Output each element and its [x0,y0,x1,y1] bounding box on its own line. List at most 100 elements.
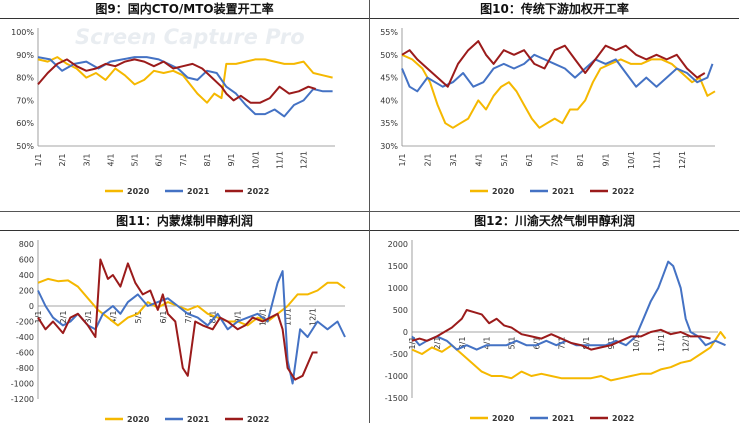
x-tick-label: 3/1 [82,154,91,167]
x-tick-label: 7/1 [184,311,193,324]
legend-label: 2022 [612,414,634,423]
y-tick-label: 90% [16,51,34,60]
y-tick-label: 30% [380,142,398,151]
x-tick-label: 2/1 [423,154,432,167]
y-tick-label: 40% [380,96,398,105]
y-tick-label: 500 [393,306,408,315]
x-tick-label: 2/1 [433,337,442,350]
chart-panel-4: 图12：川渝天然气制甲醇利润 -1500 -1000 -500 0 500 1000 150… [370,212,739,423]
series-line-2021 [37,270,346,385]
x-tick-label: 8/1 [203,154,212,167]
x-tick-label: 4/1 [109,311,118,324]
legend-label: 2022 [612,187,634,196]
legend-label: 2021 [552,414,575,423]
y-tick-label: 80% [16,74,34,83]
y-tick-label: 100% [11,28,34,37]
watermark-text: Screen Capture Pro [75,25,305,49]
legend-label: 2021 [187,415,210,424]
x-tick-label: 12/1 [300,151,309,169]
series-line-2022 [37,58,317,104]
chart-title: 图12：川渝天然气制甲醇利润 [370,212,739,231]
x-tick-label: 12/1 [309,308,318,326]
series-line-2022 [37,258,318,381]
chart-grid: 图9：国内CTO/MTO装置开工率 50% 60% 70% 80% 90% 100% 1/1… [0,0,740,424]
y-tick-label: -400 [16,333,34,342]
x-tick-label: 1/1 [34,154,43,167]
series-line-2020 [401,53,716,129]
legend-label: 2020 [492,187,515,196]
x-tick-label: 5/1 [131,154,140,167]
y-tick-label: 0 [29,302,34,311]
y-tick-label: 200 [19,287,34,296]
legend-label: 2020 [127,187,150,196]
y-tick-label: -1000 [385,372,408,381]
y-tick-label: -1200 [11,395,34,404]
series-line-2021 [411,260,726,351]
legend-label: 2020 [492,414,515,423]
y-tick-label: 50% [380,51,398,60]
y-tick-label: 0 [403,328,408,337]
x-tick-label: 6/1 [155,154,164,167]
x-tick-label: 11/1 [275,151,284,169]
x-tick-label: 6/1 [532,337,541,350]
y-tick-label: 400 [19,271,34,280]
y-tick-label: 2000 [388,240,408,249]
x-tick-label: 3/1 [84,311,93,324]
y-tick-label: 55% [380,28,398,37]
x-tick-label: 6/1 [159,311,168,324]
y-tick-label: 800 [19,240,34,249]
chart-svg-3: -1200 -1000 -800 -600 -400 -200 0 200 400 600 800 1… [11,240,346,424]
x-tick-label: 8/1 [209,311,218,324]
legend-label: 2021 [552,187,575,196]
y-tick-label: 60% [16,119,34,128]
x-tick-label: 3/1 [449,154,458,167]
x-tick-label: 5/1 [500,154,509,167]
y-tick-label: 70% [16,96,34,105]
legend-label: 2022 [247,187,269,196]
x-tick-label: 9/1 [602,154,611,167]
y-tick-label: 600 [19,256,34,265]
y-tick-label: -600 [16,349,34,358]
chart-title: 图10：传统下游加权开工率 [370,0,739,19]
y-tick-label: 1500 [388,262,408,271]
legend-label: 2022 [247,415,269,424]
x-tick-label: 4/1 [474,154,483,167]
y-tick-label: -800 [16,364,34,373]
x-tick-label: 2/1 [58,154,67,167]
x-tick-label: 6/1 [525,154,534,167]
series-line-2022 [411,309,711,351]
chart-panel-1: 图9：国内CTO/MTO装置开工率 50% 60% 70% 80% 90% 100% 1/1… [0,0,369,211]
chart-svg-1: 50% 60% 70% 80% 90% 100% 1/1 2/1 3/1 4/1 5/1 6/1 7/1… [11,28,335,196]
x-tick-label: 11/1 [652,151,661,169]
chart-title: 图11：内蒙煤制甲醇利润 [0,212,369,231]
x-tick-label: 10/1 [632,334,641,352]
y-tick-label: 50% [16,142,34,151]
x-tick-label: 3/1 [458,337,467,350]
x-tick-label: 9/1 [234,311,243,324]
y-tick-label: -200 [16,318,34,327]
x-tick-label: 11/1 [657,334,666,352]
chart-panel-3: 图11：内蒙煤制甲醇利润 -1200 -1000 -800 -600 -400 -200 0… [0,212,369,424]
series-line-2020 [411,331,727,382]
y-tick-label: -500 [390,350,408,359]
x-tick-label: 12/1 [682,334,691,352]
y-tick-label: 45% [380,74,398,83]
x-tick-label: 8/1 [576,154,585,167]
x-tick-label: 4/1 [106,154,115,167]
chart-svg-2: 30% 35% 40% 45% 50% 55% 1/1 2/1 3/1 4/1 5/1 6/1 7/1 8… [380,28,716,196]
legend-label: 2020 [127,415,150,424]
x-tick-label: 2/1 [59,311,68,324]
chart-title: 图9：国内CTO/MTO装置开工率 [0,0,369,19]
y-tick-label: 35% [380,119,398,128]
series-line-2020 [37,56,333,104]
x-tick-label: 8/1 [582,337,591,350]
x-tick-label: 5/1 [134,311,143,324]
x-tick-label: 1/1 [398,154,407,167]
y-tick-label: 1000 [388,284,408,293]
chart-svg-4: -1500 -1000 -500 0 500 1000 1500 2000 1/1 2/1 3/1 4… [385,240,727,423]
x-tick-label: 10/1 [627,151,636,169]
x-tick-label: 7/1 [179,154,188,167]
x-tick-label: 10/1 [251,151,260,169]
horizontal-divider [0,211,740,212]
chart-panel-2: 图10：传统下游加权开工率 30% 35% 40% 45% 50% 55% 1/1 2/1 3/… [370,0,739,211]
